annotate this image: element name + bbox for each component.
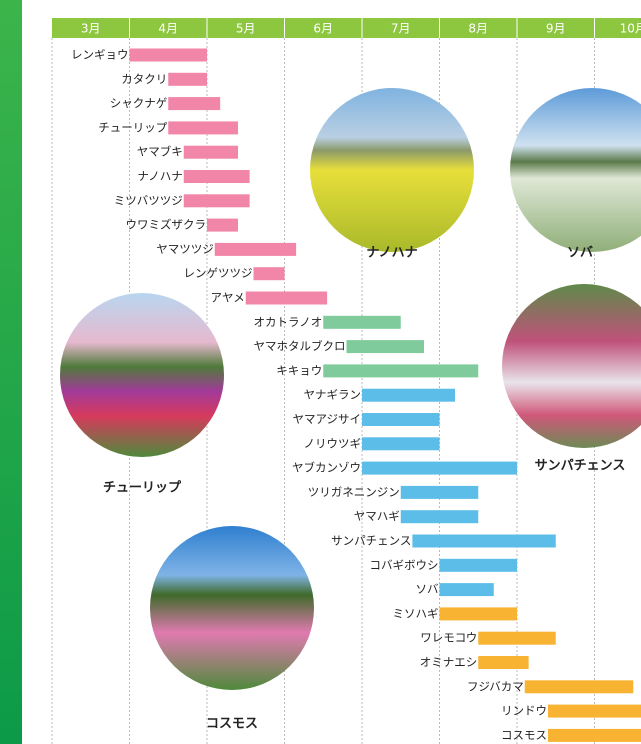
task-label: シャクナゲ xyxy=(110,96,168,110)
x-tick-label: 10月 xyxy=(620,22,641,36)
bar xyxy=(362,437,440,450)
bar xyxy=(184,170,250,183)
task-label: ヤナギラン xyxy=(304,388,362,402)
bar xyxy=(478,632,556,645)
task-label: ヤマハギ xyxy=(354,509,400,523)
photo-caption: コスモス xyxy=(206,717,258,732)
task-label: ワレモコウ xyxy=(420,631,477,645)
photo xyxy=(310,88,474,252)
task-label: ヤマホタルブクロ xyxy=(254,339,346,353)
x-tick-label: 8月 xyxy=(468,22,488,36)
bar xyxy=(362,462,517,475)
bar xyxy=(184,194,250,207)
x-tick-label: 5月 xyxy=(236,22,256,36)
chart: 3月 4月 5月 6月 7月 8月 9月 10月 ナノハナ ソバ サンパチェンス チューリップ… xyxy=(0,0,641,744)
task-label: オミナエシ xyxy=(420,655,478,669)
bar xyxy=(525,680,634,693)
task-label: ソバ xyxy=(416,582,439,596)
task-label: ヤブカンゾウ xyxy=(292,461,361,475)
x-tick-label: 7月 xyxy=(391,22,411,36)
bar xyxy=(362,413,440,426)
photo-caption: サンパチェンス xyxy=(535,459,626,474)
photo-caption: ソバ xyxy=(567,246,593,261)
task-label: レンギョウ xyxy=(71,48,129,62)
task-label: ウワミズザクラ xyxy=(126,218,207,232)
task-label: レンゲツツジ xyxy=(184,266,253,280)
bar xyxy=(207,219,238,232)
photo xyxy=(150,526,314,690)
bar xyxy=(184,146,238,159)
bar xyxy=(362,389,455,402)
side-stripe xyxy=(0,0,22,744)
bar xyxy=(246,292,327,305)
photo xyxy=(60,293,224,457)
bar xyxy=(548,705,641,718)
bar xyxy=(168,73,207,86)
bar xyxy=(478,656,528,669)
task-label: リンドウ xyxy=(501,704,547,718)
bar xyxy=(168,97,220,110)
task-label: ミソハギ xyxy=(393,606,439,620)
bar xyxy=(323,316,401,329)
task-label: オカトラノオ xyxy=(253,315,322,329)
task-label: ツリガネニンジン xyxy=(308,485,400,499)
task-label: コバギボウシ xyxy=(370,558,439,572)
task-label: フジバカマ xyxy=(467,679,524,693)
task-label: ヤマアジサイ xyxy=(292,412,361,426)
task-label: ミツバツツジ xyxy=(114,193,183,207)
bar xyxy=(401,486,479,499)
bar xyxy=(347,340,425,353)
bar xyxy=(412,535,555,548)
task-label: サンパチェンス xyxy=(331,534,411,548)
bar xyxy=(215,243,296,256)
x-tick-label: 3月 xyxy=(81,22,101,36)
x-tick-label: 4月 xyxy=(158,22,178,36)
task-label: ノリウツギ xyxy=(304,436,362,450)
bar xyxy=(440,607,518,620)
task-label: コスモス xyxy=(501,728,547,742)
bar xyxy=(440,559,518,572)
bar xyxy=(168,121,238,134)
photo-caption: チューリップ xyxy=(103,481,182,496)
task-label: ヤマブキ xyxy=(137,145,183,159)
photo-caption: ナノハナ xyxy=(366,246,417,261)
bar xyxy=(254,267,285,280)
bar xyxy=(440,583,494,596)
task-label: ヤマツツジ xyxy=(156,242,214,256)
task-label: チューリップ xyxy=(98,120,167,134)
bar xyxy=(323,364,478,377)
x-tick-label: 9月 xyxy=(546,22,566,36)
x-tick-label: 6月 xyxy=(313,22,333,36)
task-label: カタクリ xyxy=(121,72,167,86)
bar xyxy=(401,510,479,523)
bar xyxy=(548,729,641,742)
task-label: アヤメ xyxy=(210,291,244,305)
photo xyxy=(510,88,641,252)
bar xyxy=(130,49,208,62)
task-label: キキョウ xyxy=(276,363,322,377)
photo xyxy=(502,284,641,448)
task-label: ナノハナ xyxy=(137,169,182,183)
